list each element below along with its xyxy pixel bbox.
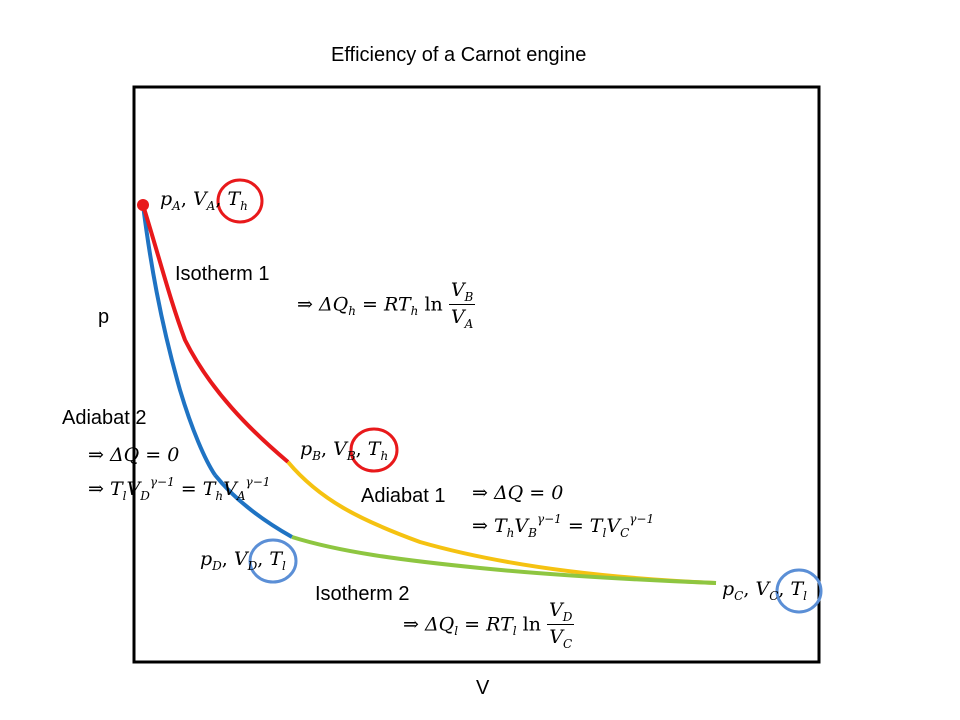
adiabat-2-dq-equation: ⇒ ΔQ = 0 <box>88 444 180 466</box>
isotherm-2-label: Isotherm 2 <box>315 583 410 605</box>
state-c-label: pC, VC, Tl <box>722 578 807 603</box>
isotherm-1-fraction: VB VA <box>448 279 476 331</box>
plot-frame <box>132 85 821 664</box>
x-axis-label: V <box>476 677 490 699</box>
isotherm-2-equation: ⇒ ΔQl = RTl ln VD VC <box>403 599 575 651</box>
isotherm-2-curve <box>291 535 717 585</box>
adiabat-2-tv-equation: ⇒ TlVDγ−1 = ThVAγ−1 <box>88 475 271 503</box>
state-d-label: pD, VD, Tl <box>200 548 286 573</box>
highlight-th-b <box>349 427 399 473</box>
adiabat-2-curve-lower <box>213 473 293 539</box>
isotherm-1-equation: ⇒ ΔQh = RTh ln VB VA <box>297 279 476 331</box>
isotherm-1-label: Isotherm 1 <box>175 263 270 285</box>
highlight-th-a <box>216 178 264 224</box>
adiabat-1-dq-equation: ⇒ ΔQ = 0 <box>472 482 564 504</box>
state-a-label: pA, VA, Th <box>160 188 248 213</box>
highlight-tl-c <box>775 568 823 614</box>
adiabat-2-curve <box>141 204 217 477</box>
highlight-tl-d <box>248 538 298 584</box>
state-b-label: pB, VB, Th <box>300 438 389 463</box>
isotherm-1-curve <box>141 204 290 464</box>
chart-title: Efficiency of a Carnot engine <box>331 44 587 66</box>
adiabat-1-label: Adiabat 1 <box>361 485 446 507</box>
state-a-point <box>137 199 149 211</box>
isotherm-2-fraction: VD VC <box>547 599 575 651</box>
adiabat-2-label: Adiabat 2 <box>62 407 147 429</box>
y-axis-label: p <box>98 306 110 328</box>
adiabat-1-tv-equation: ⇒ ThVBγ−1 = TlVCγ−1 <box>472 512 655 540</box>
